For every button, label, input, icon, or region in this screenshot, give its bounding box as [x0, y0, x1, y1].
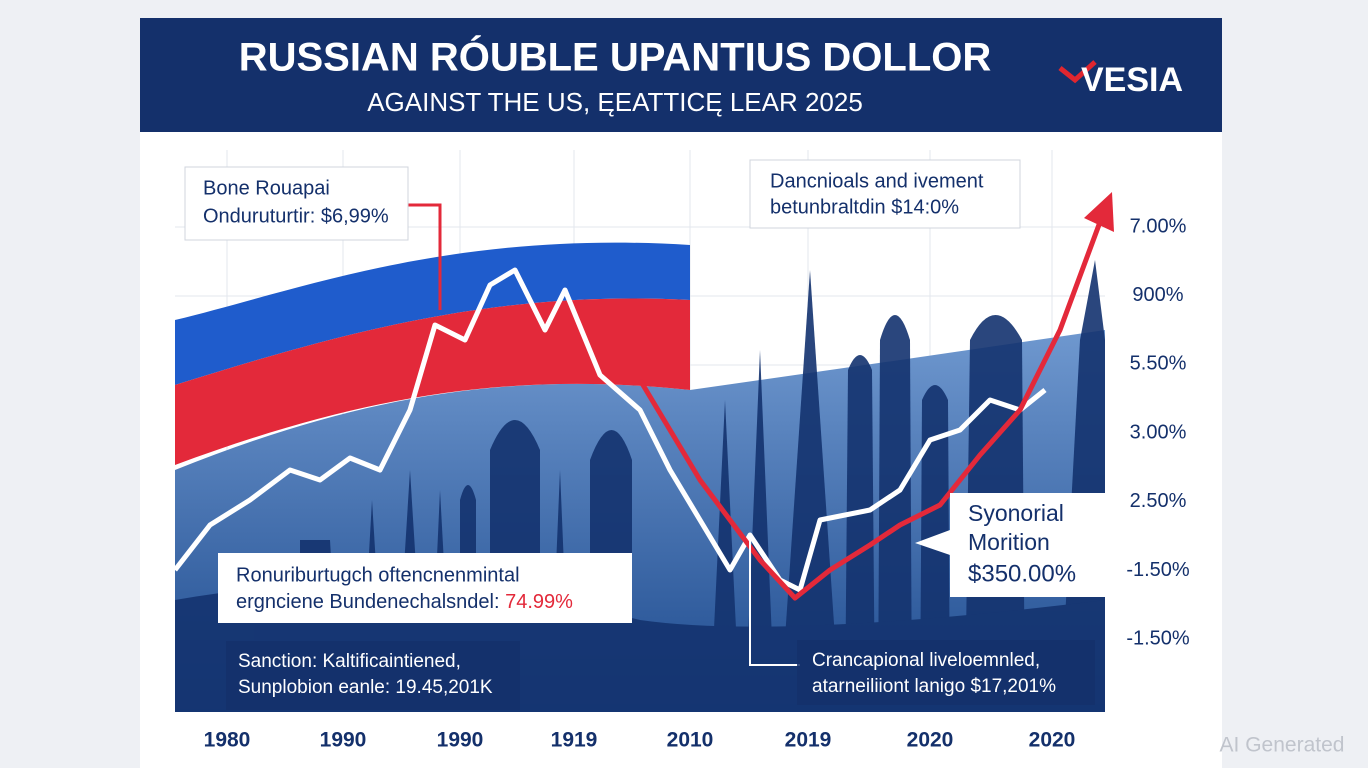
- callout-text: Dancnioals and ivement: [770, 170, 984, 192]
- callout-text: Syonorial: [968, 500, 1064, 526]
- connector: [408, 203, 442, 310]
- callout-box: [797, 640, 1095, 705]
- header-band: [140, 18, 1222, 132]
- x-axis-label: 1990: [437, 729, 484, 752]
- x-axis-label: 2020: [907, 729, 954, 752]
- callout-box: [184, 166, 409, 241]
- connector: [749, 540, 800, 666]
- flag-red: [175, 298, 690, 465]
- callout-text: Crancapional liveloemnled,: [812, 650, 1040, 671]
- x-axis-label: 2019: [785, 729, 832, 752]
- title: RUSSIAN RÓUBLE UPANTIUS DOLLOR: [239, 34, 992, 80]
- x-axis-label: 2020: [1029, 729, 1076, 752]
- callout-text: betunbraltdin $14:0%: [770, 196, 959, 218]
- y-axis-label: 5.50%: [1130, 353, 1187, 375]
- callout-text: $350.00%: [968, 560, 1076, 587]
- y-axis-label: 2.50%: [1130, 490, 1187, 512]
- y-axis-label: -1.50%: [1126, 627, 1190, 649]
- callout-text: Ronuriburtugch oftencnenmintal: [236, 564, 520, 586]
- callout-box: [915, 493, 1118, 597]
- callout-text: Morition: [968, 529, 1050, 555]
- callout-text: Sanction: Kaltificaintiened,: [238, 651, 461, 672]
- y-axis: 7.00% 900% 5.50% 3.00% 2.50% -1.50% -1.50%: [1126, 215, 1190, 649]
- x-axis: 1980 1990 1990 1919 2010 2019 2020 2020: [204, 729, 1076, 752]
- arrow-head: [1084, 192, 1114, 232]
- flag-blue: [175, 242, 690, 385]
- logo-mark: [1058, 60, 1097, 84]
- x-axis-label: 1919: [551, 729, 598, 752]
- callout-text: Onduruturtir: $6,99%: [203, 205, 389, 227]
- callout-box: [226, 641, 520, 710]
- white-line: [173, 267, 1047, 593]
- callout-text: ergnciene Bundenechalsndel:: [236, 591, 505, 613]
- y-axis-label: 900%: [1132, 284, 1183, 306]
- logo: VESIA: [1081, 61, 1183, 99]
- callout-text: ergnciene Bundenechalsndel: 74.99%: [236, 591, 573, 613]
- callout-box: [218, 553, 632, 623]
- x-axis-label: 2010: [667, 729, 714, 752]
- x-axis-label: 1990: [320, 729, 367, 752]
- subtitle: AGAINST THE US, ĘEATTICĘ LEAR 2025: [367, 87, 863, 117]
- callout-text: Sunplobion eanle: 19.45,201K: [238, 677, 493, 698]
- callout-highlight: 74.99%: [505, 591, 573, 613]
- callout-text: Bone Rouapai: [203, 177, 330, 199]
- callout-box: [749, 159, 1021, 229]
- y-axis-label: -1.50%: [1126, 559, 1190, 581]
- x-axis-label: 1980: [204, 729, 251, 752]
- watermark: AI Generated: [1220, 734, 1345, 757]
- y-axis-label: 3.00%: [1130, 421, 1187, 443]
- callout-text: atarneiliiont lanigo $17,201%: [812, 676, 1056, 697]
- y-axis-label: 7.00%: [1130, 215, 1187, 237]
